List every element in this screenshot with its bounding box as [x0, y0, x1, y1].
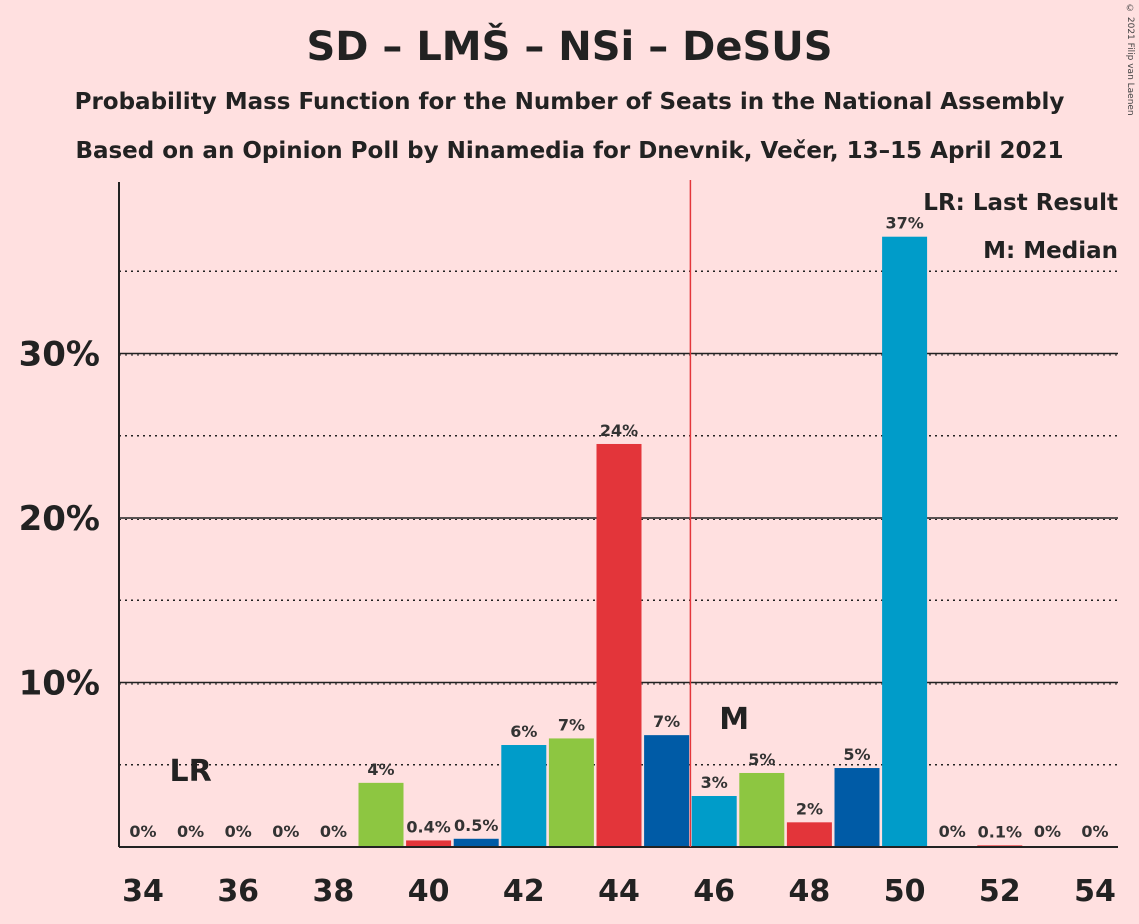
legend-last-result: LR: Last Result [923, 190, 1118, 216]
copyright-note: © 2021 Filip van Laenen [1125, 4, 1135, 116]
chart-subtitle-2: Based on an Opinion Poll by Ninamedia fo… [75, 138, 1064, 164]
bar-47 [739, 772, 785, 847]
bar-label-49: 5% [843, 745, 870, 764]
bar-49 [834, 768, 880, 847]
bar-label-39: 4% [367, 760, 394, 779]
bar-50 [882, 236, 928, 847]
bar-label-54: 0% [1081, 822, 1108, 841]
axes: 10% 20% 30% 34 36 38 40 42 44 46 48 50 52 54 LR M [19, 180, 1118, 909]
x-tick-label: 52 [979, 874, 1021, 909]
legend-median: M: Median [983, 238, 1118, 264]
bar-label-53: 0% [1034, 822, 1061, 841]
x-tick-label: 44 [598, 874, 640, 909]
bar-label-42: 6% [510, 722, 537, 741]
x-tick-label: 38 [313, 874, 355, 909]
chart-subtitle-1: Probability Mass Function for the Number… [74, 89, 1065, 115]
legend: LR: Last Result M: Median [923, 190, 1118, 264]
bar-40 [406, 840, 452, 847]
bar-48 [786, 822, 832, 847]
x-tick-label: 42 [503, 874, 545, 909]
bar-46 [691, 796, 737, 847]
bar-label-38: 0% [320, 822, 347, 841]
bar-41 [453, 838, 499, 847]
bar-45 [644, 735, 690, 847]
y-tick-label: 10% [19, 664, 100, 704]
x-tick-label: 46 [693, 874, 735, 909]
y-tick-label: 20% [19, 499, 100, 539]
chart-title: SD – LMŠ – NSi – DeSUS [306, 24, 833, 70]
bar-label-47: 5% [748, 750, 775, 769]
bar-label-34: 0% [129, 822, 156, 841]
bar-label-52: 0.1% [978, 822, 1022, 841]
bar-label-35: 0% [177, 822, 204, 841]
bar-label-51: 0% [939, 822, 966, 841]
x-tick-label: 36 [217, 874, 259, 909]
bar-44 [596, 443, 642, 847]
bar-label-44: 24% [600, 421, 638, 440]
x-tick-label: 34 [122, 874, 164, 909]
bar-label-37: 0% [272, 822, 299, 841]
bar-39 [358, 782, 404, 847]
bar-label-41: 0.5% [454, 816, 498, 835]
bar-label-40: 0.4% [406, 817, 450, 836]
bar-label-36: 0% [225, 822, 252, 841]
bar-label-48: 2% [796, 799, 823, 818]
bar-42 [501, 745, 547, 847]
bar-label-46: 3% [701, 773, 728, 792]
bar-labels: 0% 0% 0% 0% 0% 4% 0.4% 0.5% 6% 7% 24% 7% 3% 5% 2% 5% 37%… [129, 214, 1108, 842]
bars [358, 236, 1023, 847]
y-tick-label: 30% [19, 335, 100, 375]
median-marker: M [719, 702, 749, 737]
bar-43 [548, 738, 594, 847]
bar-label-45: 7% [653, 712, 680, 731]
last-result-marker: LR [169, 754, 211, 789]
bar-label-50: 37% [885, 214, 923, 233]
x-tick-label: 50 [884, 874, 926, 909]
x-tick-label: 40 [408, 874, 450, 909]
x-tick-label: 54 [1074, 874, 1116, 909]
bar-label-43: 7% [558, 715, 585, 734]
x-tick-label: 48 [789, 874, 831, 909]
